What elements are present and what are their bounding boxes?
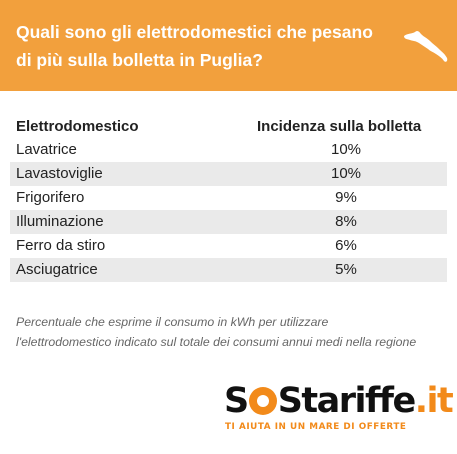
table-row: Lavastoviglie 10% [10, 162, 447, 186]
row-label: Asciugatrice [16, 261, 98, 278]
row-value: 10% [330, 141, 362, 158]
row-value: 8% [335, 213, 357, 230]
footnote: Percentuale che esprime il consumo in kW… [16, 315, 417, 349]
column-header-appliance: Elettrodomestico [16, 118, 139, 135]
header-title-line-1: Quali sono gli elettrodomestici che pesa… [16, 22, 373, 42]
row-label: Ferro da stiro [16, 237, 106, 254]
row-value: 9% [335, 189, 357, 206]
row-label: Lavatrice [16, 141, 77, 158]
row-label: Illuminazione [16, 213, 104, 230]
puglia-map-icon [404, 30, 448, 62]
table-row: Ferro da stiro 6% [10, 234, 447, 258]
life-ring-icon [248, 387, 277, 415]
row-value: 6% [335, 237, 357, 254]
table-row: Frigorifero 9% [10, 186, 447, 210]
table-row: Illuminazione 8% [10, 210, 447, 234]
logo-wordmark: S Stariffe.it [224, 381, 454, 421]
row-label: Frigorifero [16, 189, 85, 206]
sostariffe-logo: S Stariffe.it TI AIUTA IN UN MARE DI OFFE… [224, 381, 454, 437]
header-banner: Quali sono gli elettrodomestici che pesa… [0, 0, 457, 91]
row-value: 5% [335, 261, 357, 278]
table-row: Lavatrice 10% [10, 138, 447, 162]
row-label: Lavastoviglie [16, 165, 103, 182]
table-row: Asciugatrice 5% [10, 258, 447, 282]
header-title-line-2: di più sulla bolletta in Puglia? [16, 50, 263, 70]
column-header-incidence: Incidenza sulla bolletta [257, 118, 422, 135]
logo-tagline: TI AIUTA IN UN MARE DI OFFERTE [225, 422, 407, 432]
row-value: 10% [330, 165, 362, 182]
